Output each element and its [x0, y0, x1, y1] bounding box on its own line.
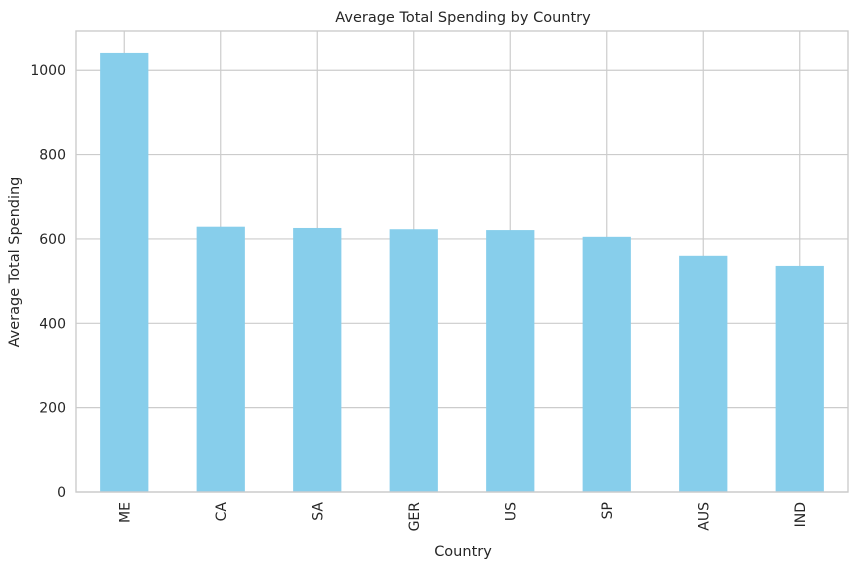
x-tick-label: CA: [214, 502, 230, 522]
x-tick-label: AUS: [696, 502, 712, 531]
y-axis-label: Average Total Spending: [7, 177, 23, 348]
x-tick-label: US: [503, 502, 519, 521]
x-tick-label: GER: [407, 502, 423, 532]
y-tick-label: 800: [39, 148, 66, 164]
x-tick-label: SA: [310, 502, 326, 521]
plot-border: [75, 30, 849, 493]
x-tick-label: ME: [117, 502, 133, 523]
x-tick-label: SP: [600, 502, 616, 519]
bar-us: [486, 230, 535, 493]
y-tick-label: 400: [39, 316, 66, 332]
x-tick-label: IND: [793, 502, 809, 527]
plot-frame: [75, 30, 849, 493]
bar-layer: [100, 52, 824, 493]
y-axis-ticks: 0 200 400 600 800 1000: [30, 63, 66, 501]
bar-sa: [293, 227, 342, 493]
x-axis-ticks: ME CA SA GER US SP AUS IND: [117, 502, 809, 532]
y-tick-label: 0: [57, 485, 66, 501]
bar-aus: [679, 255, 728, 492]
y-tick-label: 1000: [30, 63, 66, 79]
bar-ind: [775, 265, 824, 492]
bar-ca: [196, 226, 245, 493]
x-axis-label: Country: [434, 544, 492, 560]
bar-ger: [389, 229, 438, 492]
bar-sp: [582, 236, 631, 492]
y-tick-label: 200: [39, 401, 66, 417]
chart-title: Average Total Spending by Country: [335, 10, 591, 26]
y-tick-label: 600: [39, 232, 66, 248]
bar-me: [100, 52, 149, 492]
